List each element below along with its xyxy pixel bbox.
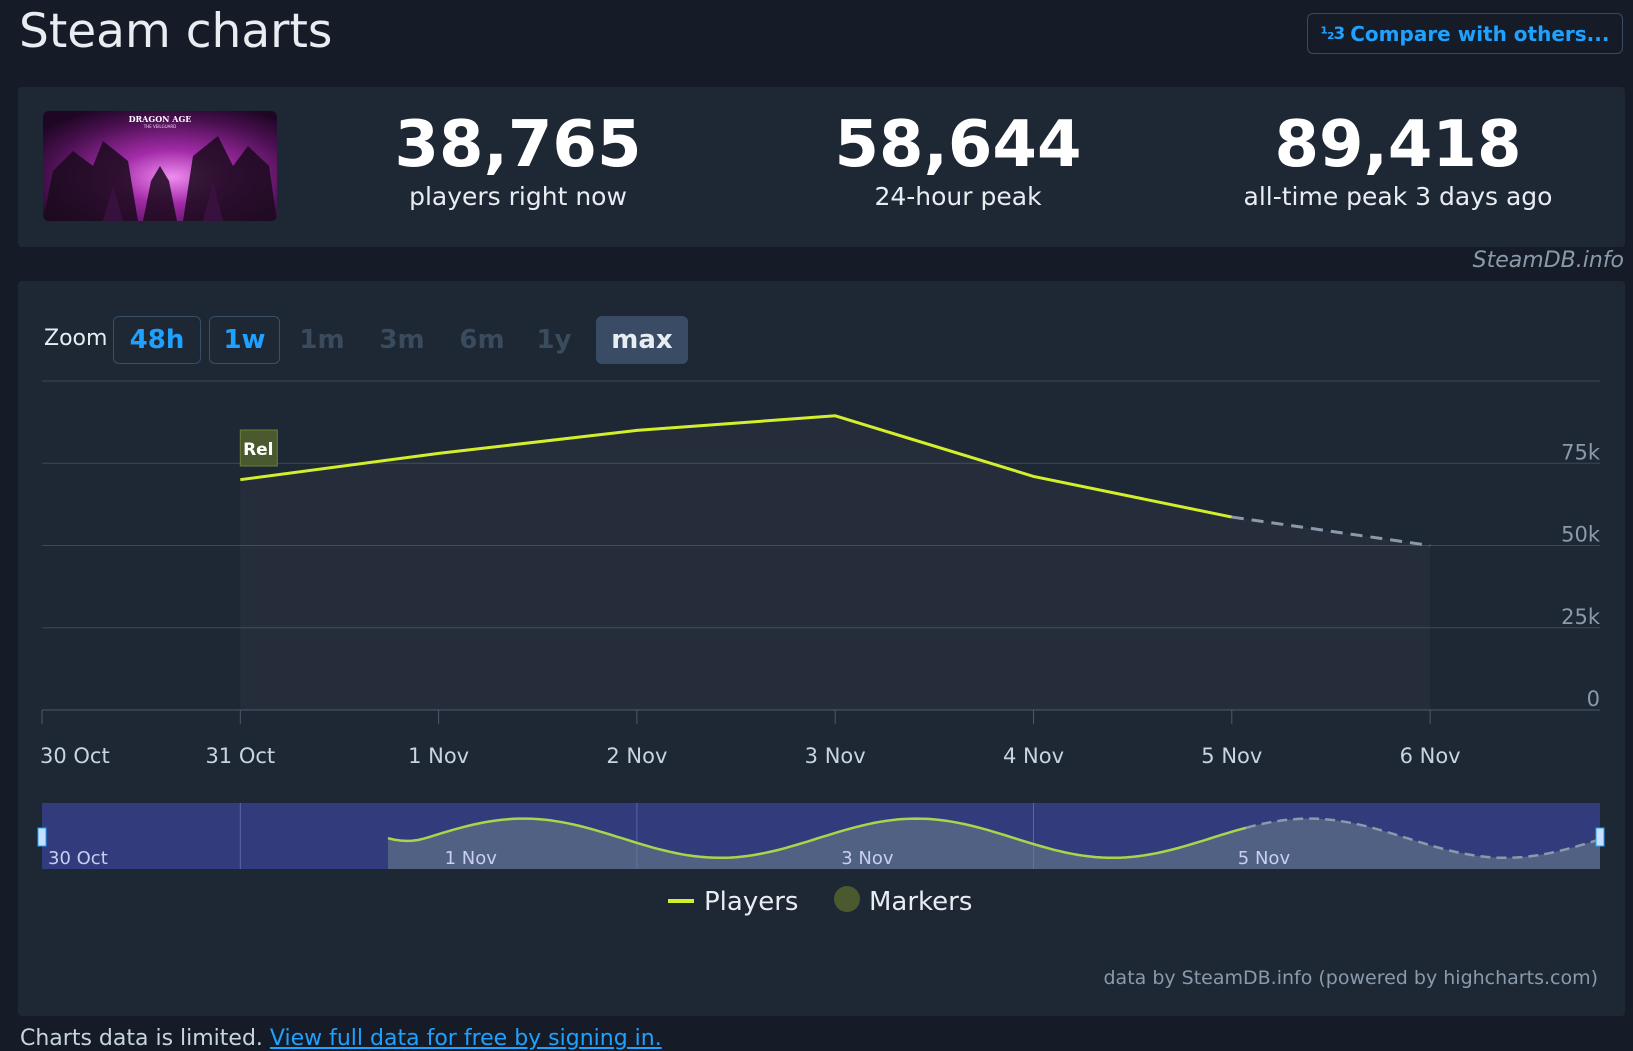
sign-in-link[interactable]: View full data for free by signing in. xyxy=(270,1026,662,1051)
stat-current-players: 38,765 players right now xyxy=(348,109,688,213)
compare-button[interactable]: ¹₂3 Compare with others... xyxy=(1307,13,1623,54)
y-tick-label: 50k xyxy=(1561,523,1601,547)
navigator-handle-right[interactable] xyxy=(1596,828,1604,846)
data-limited-note: Charts data is limited. View full data f… xyxy=(20,1026,662,1051)
y-tick-label: 75k xyxy=(1561,440,1601,464)
legend-markers-swatch xyxy=(834,886,860,912)
navigator-label: 1 Nov xyxy=(445,848,498,869)
stat-24h-peak: 58,644 24-hour peak xyxy=(788,109,1128,213)
x-tick-label: 6 Nov xyxy=(1400,744,1461,768)
y-tick-label: 0 xyxy=(1587,687,1600,711)
legend-markers-label[interactable]: Markers xyxy=(869,887,972,917)
legend-players-label[interactable]: Players xyxy=(704,887,798,917)
game-cover-image[interactable]: DRAGON AGE THE VEILGUARD xyxy=(43,111,277,221)
stat-all-time-peak: 89,418 all-time peak 3 days ago xyxy=(1198,109,1598,213)
x-tick-label: 2 Nov xyxy=(606,744,667,768)
navigator-label: 3 Nov xyxy=(841,848,894,869)
x-tick-label: 5 Nov xyxy=(1201,744,1262,768)
x-tick-label: 1 Nov xyxy=(408,744,469,768)
page-title: Steam charts xyxy=(19,4,332,59)
svg-text:THE VEILGUARD: THE VEILGUARD xyxy=(143,124,177,129)
compare-button-label: Compare with others... xyxy=(1350,22,1609,46)
stat-value: 58,644 xyxy=(788,109,1128,181)
stat-label: 24-hour peak xyxy=(788,181,1128,213)
x-tick-label: 31 Oct xyxy=(205,744,275,768)
x-tick-label: 3 Nov xyxy=(805,744,866,768)
release-marker-label: Rel xyxy=(243,440,273,460)
y-tick-label: 25k xyxy=(1561,605,1601,629)
stat-label: all-time peak 3 days ago xyxy=(1198,181,1598,213)
stat-value: 38,765 xyxy=(348,109,688,181)
data-limited-text: Charts data is limited. xyxy=(20,1026,263,1051)
x-tick-label: 30 Oct xyxy=(40,744,110,768)
players-chart[interactable]: 0 25k 50k 75k 30 Oct 31 Oct 1 Nov 2 Nov 3 Nov 4 N… xyxy=(18,281,1625,971)
navigator-label: 30 Oct xyxy=(48,848,108,869)
players-area xyxy=(240,416,1430,710)
svg-text:DRAGON AGE: DRAGON AGE xyxy=(129,114,192,124)
stat-label: players right now xyxy=(348,181,688,213)
stats-panel: DRAGON AGE THE VEILGUARD 38,765 players … xyxy=(18,87,1625,247)
steamdb-credit[interactable]: SteamDB.info xyxy=(1473,248,1624,273)
x-tick-label: 4 Nov xyxy=(1003,744,1064,768)
navigator-label: 5 Nov xyxy=(1238,848,1291,869)
navigator-handle-left[interactable] xyxy=(38,828,46,846)
fraction-icon: ¹₂3 xyxy=(1321,24,1345,44)
chart-credit[interactable]: data by SteamDB.info (powered by highcha… xyxy=(1103,967,1598,989)
stat-value: 89,418 xyxy=(1198,109,1598,181)
